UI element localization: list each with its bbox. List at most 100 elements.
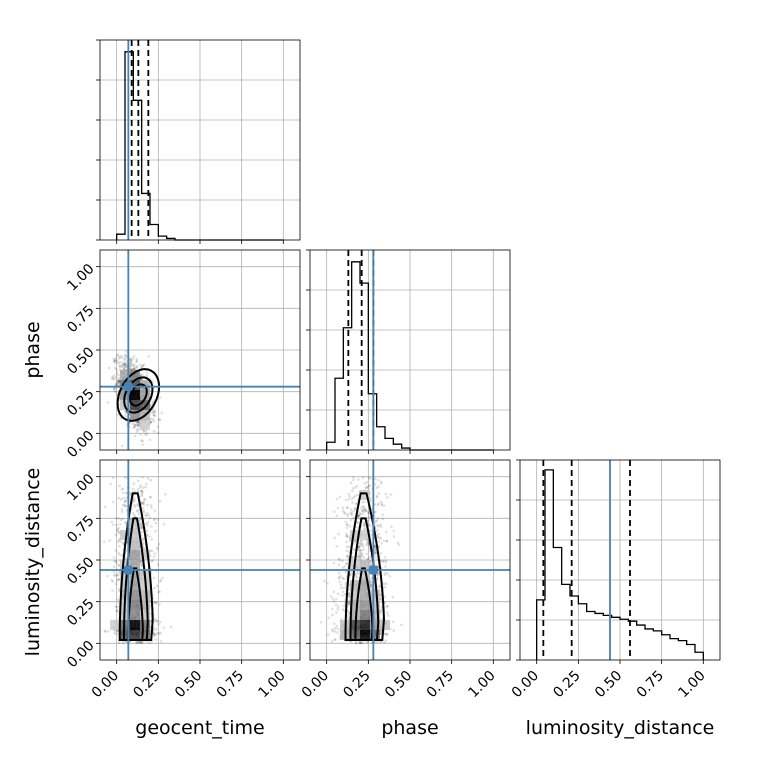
scatter-point	[346, 523, 349, 527]
scatter-point	[326, 581, 329, 585]
y-tick-label: 0.50	[64, 554, 97, 587]
scatter-point	[345, 540, 348, 544]
scatter-point	[342, 511, 346, 514]
scatter-point	[343, 592, 347, 596]
scatter-point	[116, 530, 120, 534]
scatter-point	[345, 534, 349, 538]
scatter-point	[112, 359, 116, 363]
scatter-point	[132, 513, 136, 517]
density-cell	[120, 560, 130, 570]
density-cell	[130, 590, 140, 600]
density-cell	[140, 620, 150, 630]
scatter-point	[103, 505, 107, 509]
scatter-point	[116, 413, 120, 417]
scatter-point	[135, 359, 139, 363]
scatter-point	[114, 359, 117, 362]
scatter-point	[128, 357, 132, 360]
scatter-point	[319, 620, 323, 624]
scatter-point	[361, 504, 364, 508]
scatter-point	[362, 522, 366, 526]
scatter-point	[379, 523, 383, 526]
scatter-point	[349, 511, 352, 515]
scatter-point	[142, 509, 145, 512]
scatter-point	[354, 574, 358, 578]
scatter-point	[158, 632, 161, 635]
scatter-point	[346, 554, 349, 558]
scatter-point	[363, 500, 366, 504]
scatter-point	[102, 540, 106, 544]
scatter-point	[379, 480, 383, 483]
scatter-point	[346, 512, 349, 516]
scatter-point	[383, 573, 387, 577]
scatter-point	[124, 491, 128, 494]
scatter-point	[117, 563, 121, 567]
scatter-point	[134, 505, 137, 509]
scatter-point	[377, 545, 381, 548]
scatter-point	[111, 523, 115, 526]
scatter-point	[145, 482, 148, 486]
scatter-point	[368, 484, 372, 487]
scatter-point	[356, 478, 360, 481]
scatter-point	[376, 478, 380, 482]
scatter-point	[336, 592, 340, 596]
scatter-point	[152, 411, 155, 414]
contour-level-0	[344, 492, 385, 641]
scatter-point	[139, 641, 143, 644]
scatter-point	[148, 516, 152, 520]
scatter-point	[346, 514, 349, 517]
scatter-point	[114, 559, 118, 563]
scatter-point	[152, 632, 155, 635]
scatter-point	[115, 516, 118, 520]
scatter-point	[341, 509, 345, 512]
scatter-point	[347, 600, 350, 604]
scatter-point	[350, 512, 353, 516]
scatter-point	[335, 626, 339, 630]
density-cell	[360, 560, 370, 570]
scatter-point	[113, 630, 116, 633]
scatter-point	[112, 374, 116, 377]
scatter-point	[124, 364, 127, 367]
scatter-point	[373, 477, 377, 481]
density-cell	[360, 530, 370, 540]
scatter-point	[145, 374, 149, 378]
scatter-point	[335, 611, 338, 614]
scatter-point	[359, 640, 362, 644]
scatter-point	[384, 561, 388, 564]
scatter-point	[356, 572, 359, 576]
scatter-point	[385, 605, 389, 608]
scatter-point	[346, 535, 350, 538]
scatter-point	[341, 506, 345, 509]
scatter-point	[326, 633, 330, 637]
scatter-point	[153, 509, 157, 513]
density-cell	[140, 590, 150, 600]
scatter-point	[345, 561, 349, 565]
scatter-point	[374, 555, 378, 559]
scatter-point	[159, 620, 162, 624]
scatter-point	[124, 504, 127, 508]
scatter-point	[118, 355, 122, 359]
density-cell	[130, 540, 140, 550]
scatter-point	[117, 361, 120, 365]
scatter-point	[136, 423, 140, 427]
scatter-point	[121, 361, 124, 364]
y-tick-label: 0.25	[64, 596, 97, 629]
scatter-point	[158, 499, 162, 503]
x-tick-label: 0.00	[509, 668, 542, 701]
scatter-point	[117, 376, 121, 380]
scatter-point	[117, 381, 121, 385]
scatter-point	[347, 603, 351, 607]
scatter-point	[139, 374, 143, 377]
scatter-point	[112, 387, 116, 391]
scatter-point	[359, 548, 363, 552]
scatter-point	[154, 410, 157, 414]
scatter-point	[376, 640, 380, 644]
scatter-point	[133, 515, 137, 518]
scatter-point	[123, 476, 127, 479]
scatter-point	[350, 497, 354, 501]
scatter-point	[376, 535, 380, 539]
scatter-point	[141, 476, 144, 479]
scatter-point	[157, 590, 160, 594]
scatter-point	[117, 378, 120, 381]
scatter-point	[159, 631, 162, 635]
scatter-point	[351, 555, 354, 559]
